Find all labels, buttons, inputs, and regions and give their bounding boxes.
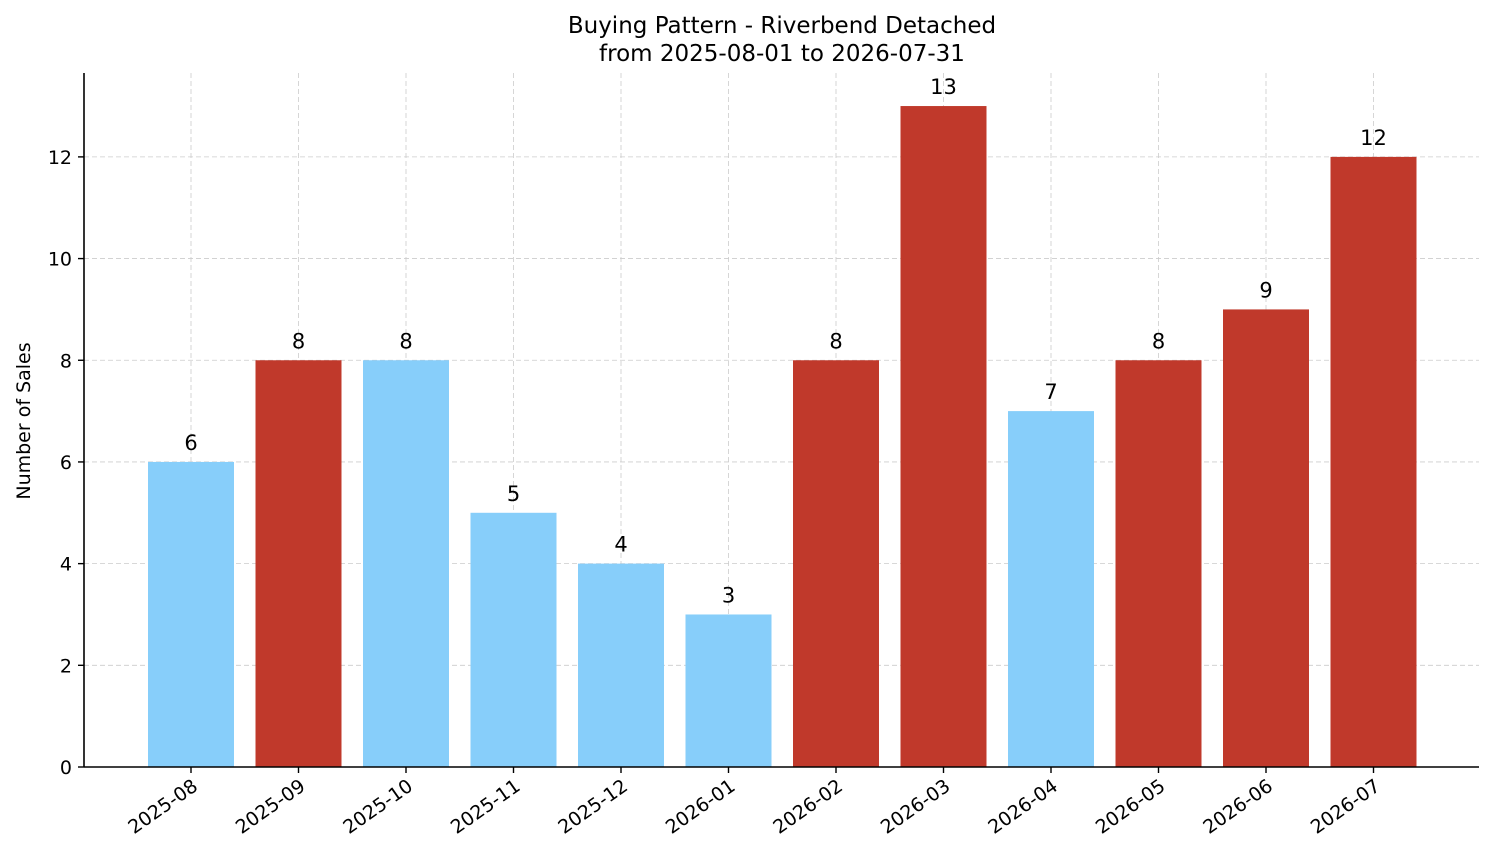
bar-2025-08 — [148, 461, 234, 767]
data-label-2026-06: 9 — [1259, 278, 1272, 302]
y-tick-label: 6 — [60, 452, 72, 474]
x-tick-label: 2026-03 — [877, 775, 955, 839]
bar-2026-06 — [1223, 309, 1309, 767]
data-label-2025-12: 4 — [614, 533, 627, 557]
y-tick-label: 8 — [60, 350, 72, 372]
x-tick-label: 2026-05 — [1092, 775, 1170, 839]
bars — [148, 106, 1417, 768]
data-label-2025-11: 5 — [507, 482, 520, 506]
x-tick-label: 2026-07 — [1307, 775, 1385, 839]
bar-2026-03 — [900, 106, 987, 768]
x-tick-label: 2026-04 — [984, 775, 1062, 839]
data-labels: 6 8 8 5 4 3 8 13 7 8 9 12 — [184, 75, 1387, 607]
data-label-2026-07: 12 — [1360, 126, 1387, 150]
y-tick-label: 4 — [60, 554, 72, 576]
data-label-2025-09: 8 — [292, 329, 305, 353]
bar-2026-04 — [1008, 411, 1094, 767]
bar-2026-07 — [1330, 156, 1417, 767]
y-tick-label: 12 — [48, 147, 72, 169]
chart-title-line2: from 2025-08-01 to 2026-07-31 — [599, 41, 965, 67]
y-tick-label: 0 — [60, 757, 72, 779]
x-tick-label: 2026-01 — [662, 775, 740, 839]
x-tick-label: 2026-06 — [1199, 775, 1277, 839]
x-tick-label: 2025-08 — [124, 775, 202, 839]
y-tick-label: 10 — [48, 249, 72, 271]
y-axis-label: Number of Sales — [13, 342, 35, 499]
data-label-2025-10: 8 — [399, 329, 412, 353]
x-ticks: 2025-08 2025-09 2025-10 2025-11 2025-12 2026-… — [124, 767, 1384, 839]
data-label-2026-01: 3 — [722, 583, 735, 607]
x-tick-label: 2025-12 — [554, 775, 632, 839]
y-ticks: 0 2 4 6 8 10 12 — [48, 147, 84, 779]
data-label-2026-02: 8 — [829, 329, 842, 353]
data-label-2026-04: 7 — [1044, 380, 1057, 404]
bar-2025-10 — [363, 360, 449, 767]
x-tick-label: 2025-09 — [232, 775, 310, 839]
data-label-2026-05: 8 — [1152, 329, 1165, 353]
bar-2025-12 — [578, 563, 664, 767]
chart-title-line1: Buying Pattern - Riverbend Detached — [568, 13, 996, 39]
bar-2025-09 — [255, 360, 342, 767]
data-label-2025-08: 6 — [184, 431, 197, 455]
x-tick-label: 2025-11 — [447, 775, 525, 839]
axes — [83, 73, 1479, 768]
x-tick-label: 2025-10 — [339, 775, 417, 839]
bar-2025-11 — [470, 512, 557, 767]
bar-2026-02 — [793, 360, 879, 767]
bar-2026-05 — [1115, 360, 1202, 767]
bar-2026-01 — [685, 614, 772, 767]
x-tick-label: 2026-02 — [769, 775, 847, 839]
y-tick-label: 2 — [60, 655, 72, 677]
data-label-2026-03: 13 — [930, 75, 957, 99]
